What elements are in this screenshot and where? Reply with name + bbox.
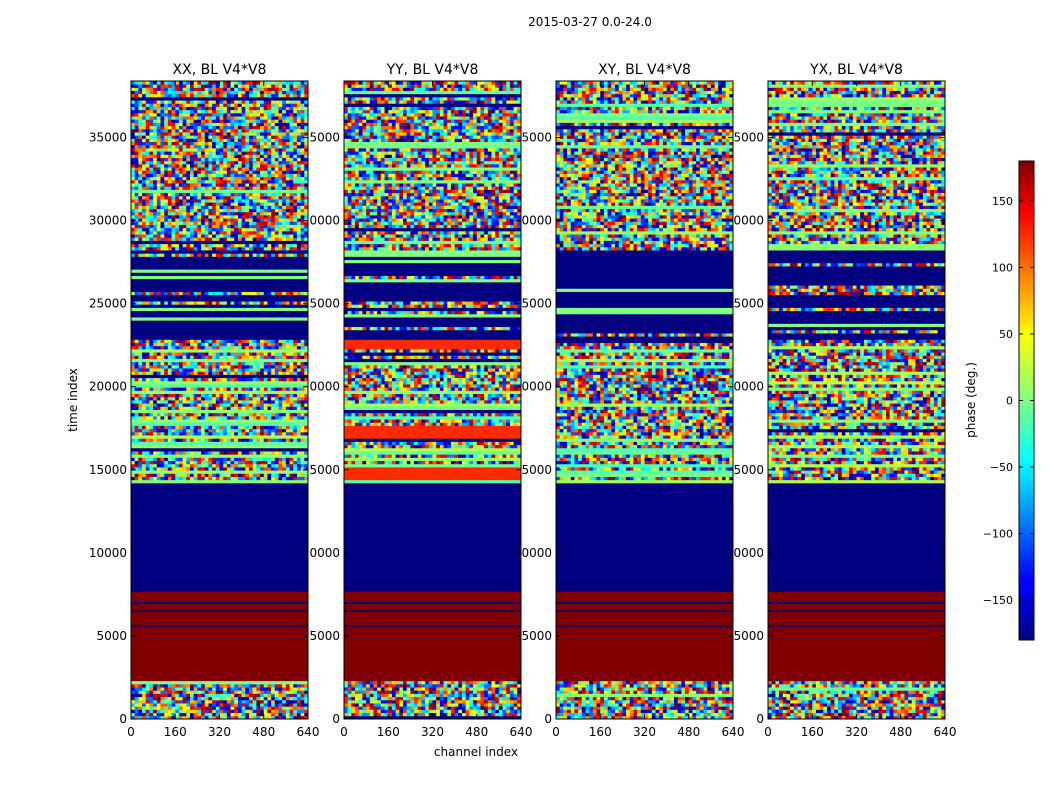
x-tick-label: 480 [465,725,488,739]
y-tick-label: 0000 [521,214,552,228]
x-tick-label: 320 [208,725,231,739]
y-tick-label: 0000 [521,546,552,560]
x-tick-label: 480 [889,725,912,739]
y-tick-label: 35000 [89,130,127,144]
x-tick-label: 0 [552,725,560,739]
y-tick-label: 5000 [733,629,764,643]
x-tick-label: 320 [421,725,444,739]
colorbar: −150 −100 −50 0 50 100 150 phase (deg.) [964,161,1034,640]
y-tick-label: 5000 [521,297,552,311]
y-tick-label: 15000 [89,463,127,477]
figure-suptitle: 2015-03-27 0.0-24.0 [528,15,652,29]
panel-title: XX, BL V4*V8 [173,62,267,78]
y-tick-label: 5000 [733,463,764,477]
y-tick-label: 5000 [521,463,552,477]
x-tick-label: 160 [801,725,824,739]
y-tick-label: 0 [332,712,340,726]
panels-group: XX, BL V4*V8 0 160 320 480 640 0 5000 10000 15000… [89,62,957,739]
y-tick-label: 5000 [309,297,340,311]
phase-figure: 2015-03-27 0.0-24.0 XX, BL V4*V8 0 160 320 4… [0,0,1050,800]
y-tick-label: 0 [119,712,127,726]
y-tick-label: 5000 [521,130,552,144]
x-tick-label: 640 [510,725,533,739]
x-tick-label: 160 [377,725,400,739]
x-tick-label: 0 [340,725,348,739]
phase-cells [131,81,308,719]
panel-yy: YY, BL V4*V8 0 160 320 480 640 0 5000 0000 5000 00… [309,62,532,739]
y-tick-label: 5000 [733,297,764,311]
x-tick-label: 640 [297,725,320,739]
y-tick-label: 0000 [309,214,340,228]
panel-xx: XX, BL V4*V8 0 160 320 480 640 0 5000 10000 15000… [89,62,320,739]
y-tick-label: 0000 [733,214,764,228]
y-tick-label: 0000 [733,546,764,560]
y-tick-label: 5000 [309,629,340,643]
y-tick-label: 0000 [309,380,340,394]
colorbar-label: phase (deg.) [964,362,978,438]
panel-xy: XY, BL V4*V8 0 160 320 480 640 0 5000 0000 5000 00… [521,62,744,739]
x-tick-label: 640 [934,725,957,739]
y-tick-label: 25000 [89,297,127,311]
y-tick-label: 0000 [521,380,552,394]
x-tick-label: 480 [677,725,700,739]
x-tick-label: 0 [764,725,772,739]
y-tick-label: 5000 [309,130,340,144]
phase-cells [556,81,733,719]
colorbar-tick-label: −150 [983,594,1013,607]
y-tick-label: 0 [544,712,552,726]
y-tick-label: 0000 [733,380,764,394]
colorbar-tick-label: −100 [983,528,1013,541]
y-tick-label: 20000 [89,380,127,394]
colorbar-tick-label: 0 [1006,395,1013,408]
y-tick-label: 5000 [521,629,552,643]
x-tick-label: 320 [633,725,656,739]
x-tick-label: 480 [252,725,275,739]
panel-title: XY, BL V4*V8 [598,62,691,78]
y-tick-label: 0 [756,712,764,726]
phase-cells [768,81,945,719]
y-tick-label: 5000 [309,463,340,477]
x-axis-label: channel index [434,745,518,759]
x-tick-label: 640 [722,725,745,739]
y-tick-label: 0000 [309,546,340,560]
x-tick-label: 320 [845,725,868,739]
x-tick-label: 160 [164,725,187,739]
colorbar-tick-label: 50 [999,328,1013,341]
panel-title: YX, BL V4*V8 [809,62,903,78]
y-tick-label: 30000 [89,214,127,228]
panel-yx: YX, BL V4*V8 0 160 320 480 640 0 5000 0000 5000 00… [733,62,956,739]
y-tick-label: 10000 [89,546,127,560]
colorbar-tick-label: 100 [992,261,1013,274]
y-tick-label: 5000 [733,130,764,144]
colorbar-tick-label: −50 [990,461,1013,474]
colorbar-tick-label: 150 [992,195,1013,208]
x-tick-label: 160 [589,725,612,739]
y-axis-label: time index [66,368,80,432]
y-tick-label: 5000 [96,629,127,643]
x-tick-label: 0 [127,725,135,739]
panel-title: YY, BL V4*V8 [386,62,479,78]
phase-cells [344,81,521,719]
